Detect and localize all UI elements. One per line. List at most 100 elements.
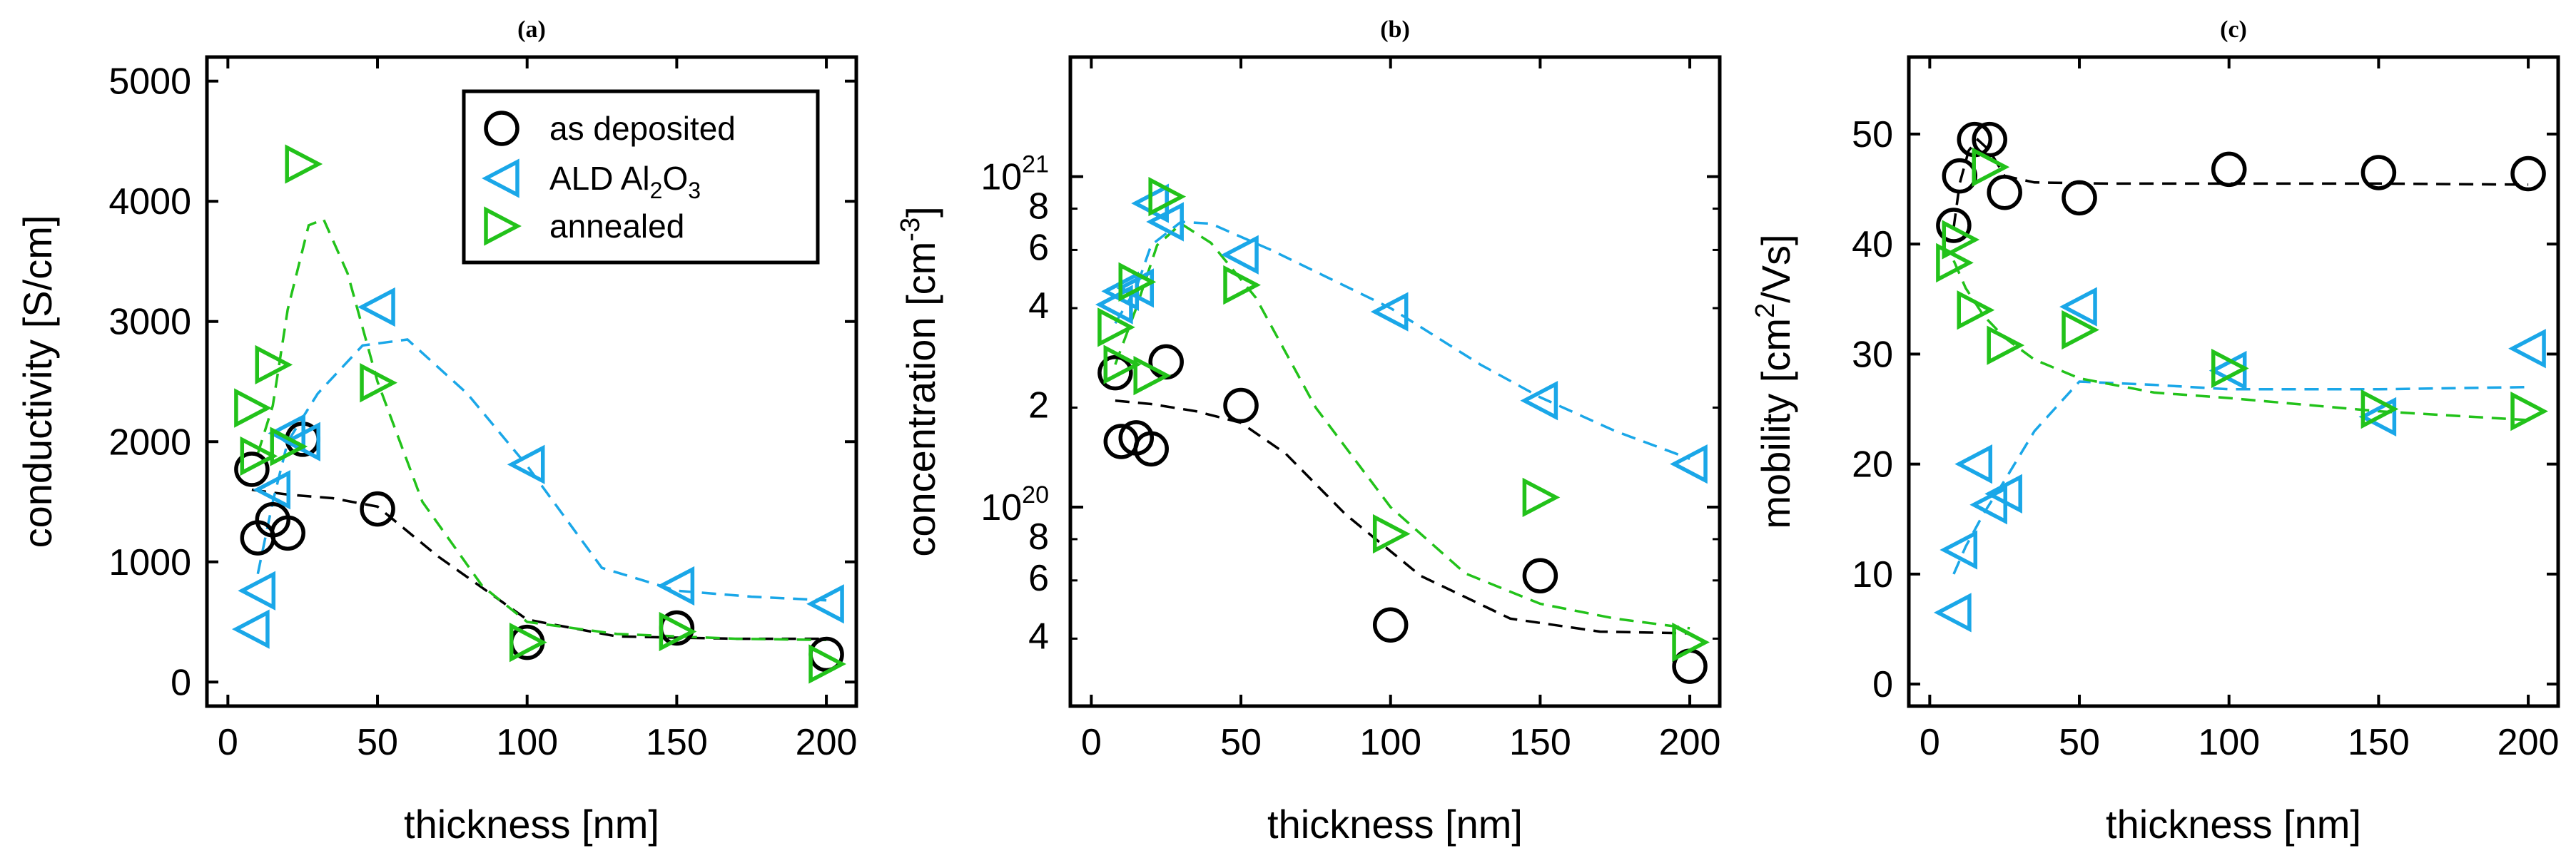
x-tick-label: 150 <box>2348 722 2410 763</box>
data-point <box>1969 485 2007 525</box>
legend-box <box>462 89 820 265</box>
data-point <box>1133 431 1169 467</box>
data-point <box>1221 235 1259 275</box>
data-point <box>2211 348 2249 389</box>
legend-marker-annealed <box>484 206 522 246</box>
series-ald <box>1933 287 2546 633</box>
y-minor-tick-label: 6 <box>1028 227 1049 268</box>
data-point <box>1939 530 1978 570</box>
data-point <box>1148 344 1184 380</box>
data-point <box>360 491 395 527</box>
y-tick-label: 0 <box>171 662 191 703</box>
data-point <box>2211 151 2247 188</box>
data-point <box>509 623 547 663</box>
data-point <box>1223 387 1259 424</box>
data-point <box>2062 310 2099 350</box>
data-point <box>1957 290 1995 330</box>
y-axis-label: mobility [cm2/Vs] <box>1750 234 1798 529</box>
y-tick-label: 20 <box>1852 444 1893 486</box>
data-point <box>808 644 846 684</box>
x-tick-label: 100 <box>496 722 558 763</box>
data-point <box>2510 155 2546 192</box>
fit-line-as_deposited <box>251 488 827 640</box>
y-tick-label: 0 <box>1872 664 1893 705</box>
panel-a: (a) 0 50 100 150 200 thickness [nm] 0 1000 2000 30… <box>15 16 858 847</box>
x-tick-label: 0 <box>1081 722 1102 763</box>
plot-frame <box>1907 55 2560 708</box>
data-point <box>1133 355 1172 396</box>
data-point <box>238 571 276 611</box>
data-point <box>1984 474 2022 514</box>
y-minor-tick-label: 4 <box>1028 616 1049 657</box>
x-axis-label: thickness [nm] <box>1267 802 1523 847</box>
data-point <box>1954 444 1993 484</box>
data-point <box>2361 389 2399 429</box>
y-axis-label: concentration [cm-3] <box>896 206 943 556</box>
x-tick-label: 150 <box>1509 722 1571 763</box>
x-tick-label: 100 <box>1359 722 1421 763</box>
y-tick-label: 2000 <box>108 422 191 463</box>
y-tick-label: 1000 <box>108 542 191 583</box>
plot-frame <box>205 55 858 708</box>
data-point <box>2510 391 2548 432</box>
series-ald <box>231 287 844 649</box>
y-tick-label: 4000 <box>108 181 191 223</box>
data-point <box>2361 155 2397 190</box>
data-point <box>1942 158 1978 194</box>
fit-line-annealed <box>1114 222 1690 630</box>
data-point <box>2059 287 2097 327</box>
data-point <box>283 422 320 461</box>
data-point <box>1103 344 1142 384</box>
data-point <box>231 609 270 649</box>
y-tick-label: 40 <box>1852 224 1893 265</box>
data-point <box>1972 121 2007 158</box>
x-tick-label: 200 <box>796 722 858 763</box>
data-point <box>1933 593 1972 633</box>
data-point <box>509 624 545 660</box>
data-point <box>1372 514 1411 554</box>
series-as_deposited <box>1936 121 2546 243</box>
panel-title: (c) <box>2220 16 2247 43</box>
data-point <box>285 144 323 184</box>
y-minor-tick-label: 8 <box>1028 516 1049 558</box>
data-point <box>234 388 272 428</box>
data-point <box>1118 262 1157 302</box>
x-axis-label: thickness [nm] <box>2106 802 2361 847</box>
panel-title: (b) <box>1380 16 1410 43</box>
y-axis-label: conductivity [S/cm] <box>15 215 60 548</box>
fit-line-annealed <box>256 218 827 642</box>
x-tick-label: 50 <box>1220 722 1262 763</box>
data-point <box>659 611 697 652</box>
fit-line-ald <box>1952 380 2529 575</box>
data-point <box>1936 242 1974 283</box>
legend-marker-as_deposited <box>484 111 519 146</box>
data-point <box>358 287 395 327</box>
data-point <box>1223 265 1261 305</box>
data-point <box>1987 325 2025 365</box>
data-point <box>1116 268 1155 308</box>
series-as_deposited <box>1097 344 1708 684</box>
data-point <box>1097 307 1135 347</box>
data-point <box>656 566 695 606</box>
data-point <box>255 344 293 385</box>
x-tick-label: 150 <box>646 722 708 763</box>
fit-line-annealed <box>1952 260 2529 422</box>
y-tick-label: 5000 <box>108 61 191 103</box>
data-point <box>270 427 308 466</box>
data-point <box>1522 477 1561 518</box>
data-point <box>1097 354 1133 391</box>
y-tick-label: 3000 <box>108 302 191 343</box>
fit-line-ald <box>1114 220 1690 460</box>
y-tick-label: 1021 <box>980 151 1049 198</box>
y-tick-label: 10 <box>1852 554 1893 596</box>
fit-line-as_deposited <box>1952 138 2529 228</box>
legend-label: as deposited <box>549 110 736 147</box>
y-tick-label: 1020 <box>980 481 1049 529</box>
x-tick-label: 50 <box>357 722 398 763</box>
x-axis-label: thickness [nm] <box>404 802 659 847</box>
legend-label: annealed <box>549 208 684 245</box>
legend-item-annealed: annealed <box>484 206 684 246</box>
data-point <box>2508 329 2546 369</box>
